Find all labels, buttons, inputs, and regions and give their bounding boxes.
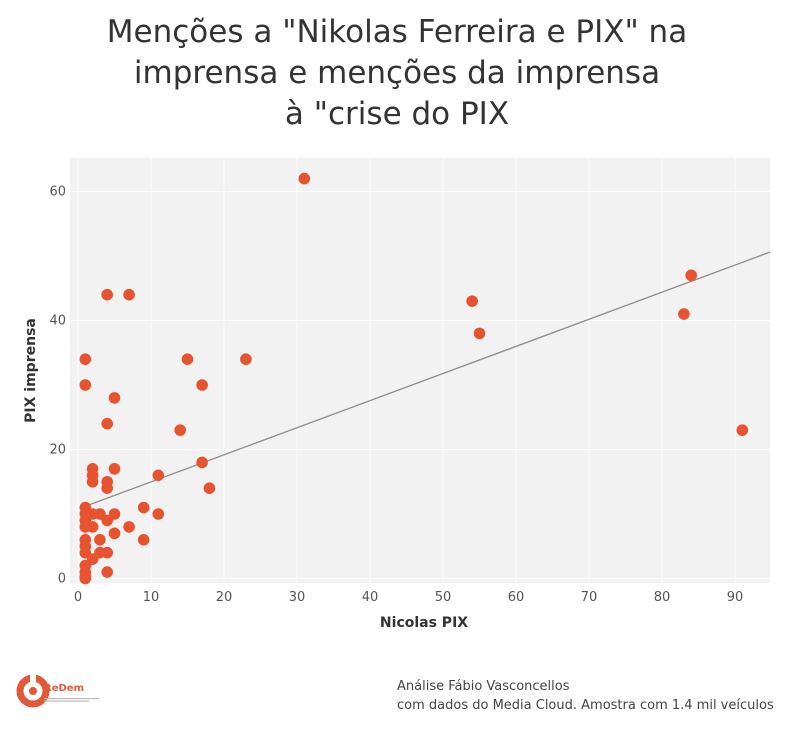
- x-tick-label: 60: [508, 590, 525, 605]
- scatter-chart: 0 10 20 30 40 50 60 70 80 90 0 20 40 60 Nicolas PIX P…: [23, 158, 771, 631]
- data-point: [736, 424, 749, 436]
- data-point: [108, 463, 121, 475]
- data-point: [79, 379, 92, 391]
- x-tick-label: 80: [654, 590, 671, 605]
- grid-lines: [70, 158, 770, 583]
- data-point: [466, 295, 479, 307]
- data-point: [86, 475, 99, 488]
- data-point: [123, 288, 135, 301]
- tick-labels: 0 10 20 30 40 50 60 70 80 90 0 20 40 60: [49, 185, 743, 606]
- x-tick-label: 10: [143, 590, 160, 605]
- data-point: [108, 527, 121, 540]
- chart-title: Menções a "Nikolas Ferreira e PIX" na im…: [0, 12, 794, 135]
- credit-line-2: com dados do Media Cloud. Amostra com 1.…: [397, 698, 774, 713]
- logo-name: ReDem: [44, 683, 84, 694]
- x-tick-label: 50: [435, 590, 452, 605]
- data-point: [101, 482, 113, 495]
- title-line-1: Menções a "Nikolas Ferreira e PIX" na: [106, 14, 688, 50]
- data-point: [101, 566, 113, 578]
- plot-panel: [70, 158, 770, 583]
- data-point: [101, 288, 113, 301]
- x-tick-label: 40: [362, 590, 379, 605]
- logo-subtitle-mark: [44, 698, 99, 702]
- data-point: [678, 308, 690, 320]
- y-tick-label: 0: [58, 572, 66, 587]
- data-points: [79, 172, 749, 585]
- data-point: [79, 353, 92, 366]
- data-point: [473, 327, 486, 340]
- data-point: [101, 546, 113, 559]
- data-point: [181, 353, 194, 366]
- data-point: [101, 417, 113, 430]
- credit-line-1: Análise Fábio Vasconcellos: [397, 679, 570, 694]
- y-axis-title: PIX imprensa: [23, 318, 39, 423]
- data-point: [152, 508, 165, 520]
- x-tick-label: 20: [216, 590, 233, 605]
- data-point: [152, 469, 165, 482]
- data-point: [137, 501, 150, 514]
- x-tick-label: 0: [74, 590, 82, 605]
- data-point: [123, 521, 135, 533]
- data-point: [196, 379, 208, 391]
- y-tick-label: 60: [49, 185, 66, 200]
- x-tick-label: 70: [581, 590, 598, 605]
- redem-logo-icon: [16, 673, 50, 708]
- data-point: [86, 521, 99, 533]
- y-tick-label: 20: [49, 443, 66, 458]
- y-tick-label: 40: [49, 314, 66, 329]
- data-point: [298, 172, 311, 185]
- x-axis-title: Nicolas PIX: [380, 615, 468, 631]
- title-line-3: à "crise do PIX: [284, 96, 510, 132]
- x-tick-label: 30: [289, 590, 306, 605]
- credit-note: Análise Fábio Vasconcellos com dados do …: [397, 677, 774, 715]
- data-point: [79, 572, 92, 585]
- title-line-2: imprensa e menções da imprensa: [133, 55, 661, 91]
- data-point: [101, 514, 113, 527]
- data-point: [685, 269, 697, 282]
- x-tick-label: 90: [727, 590, 744, 605]
- data-point: [203, 482, 216, 495]
- data-point: [240, 353, 252, 366]
- data-point: [196, 456, 208, 469]
- data-point: [174, 424, 186, 436]
- data-point: [108, 392, 121, 404]
- data-point: [94, 534, 106, 546]
- data-point: [137, 534, 150, 546]
